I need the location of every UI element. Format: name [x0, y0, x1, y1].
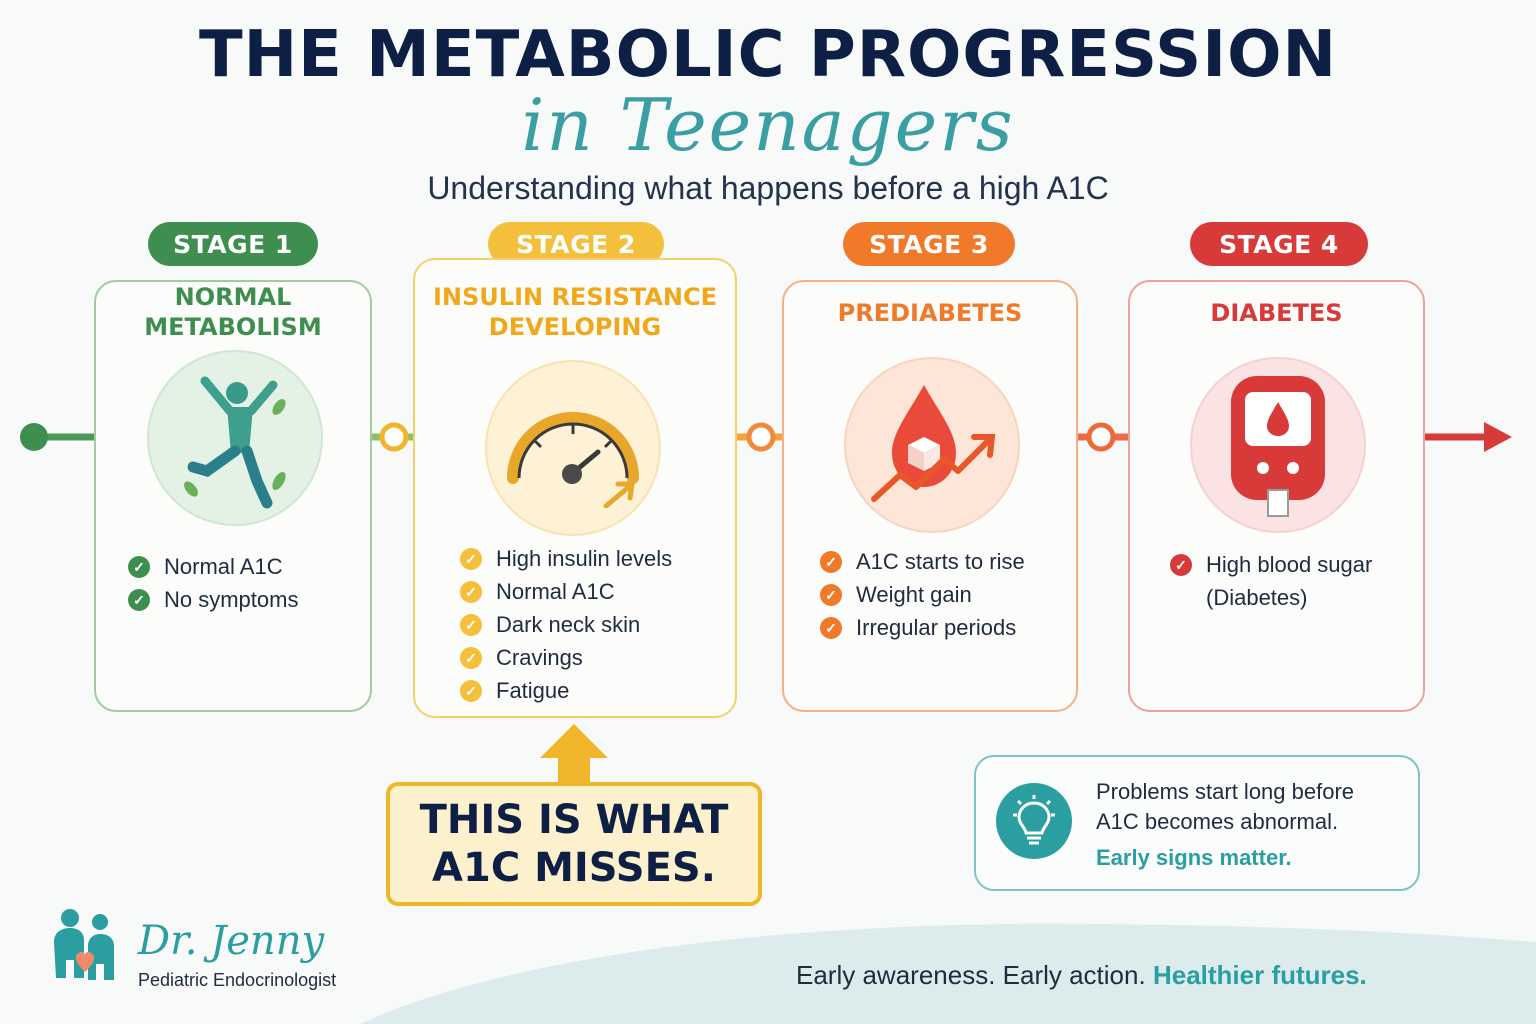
item-label: A1C starts to rise	[856, 548, 1025, 574]
stage-3-title: PREDIABETES	[837, 299, 1023, 327]
stage-1-list: ✓ Normal A1C ✓ No symptoms	[128, 550, 298, 616]
list-item: ✓ Irregular periods	[820, 611, 1025, 644]
stage-3-list: ✓ A1C starts to rise ✓ Weight gain ✓ Irregu…	[820, 545, 1025, 644]
up-arrow-icon	[540, 724, 608, 782]
list-item: ✓ Fatigue	[460, 674, 672, 707]
brand-tagline: Pediatric Endocrinologist	[138, 970, 337, 990]
check-icon: ✓	[128, 588, 150, 611]
family-icon	[54, 909, 114, 980]
check-icon: ✓	[820, 583, 842, 606]
check-icon: ✓	[820, 616, 842, 639]
info-emphasis: Early signs matter.	[1096, 845, 1292, 870]
stage-4-pill: STAGE 4	[1190, 222, 1368, 266]
info-box: Problems start long before A1C becomes a…	[974, 755, 1420, 891]
check-icon: ✓	[460, 646, 482, 669]
list-item: ✓ Cravings	[460, 641, 672, 674]
list-item: ✓ Dark neck skin	[460, 608, 672, 641]
list-item: ✓ Normal A1C	[128, 550, 298, 583]
script-title: in Teenagers	[521, 83, 1015, 167]
item-label: Fatigue	[496, 677, 570, 703]
check-icon: ✓	[1170, 553, 1192, 576]
a1c-misses-callout: THIS IS WHAT A1C MISSES.	[386, 782, 762, 906]
stage-1-icon-circle	[147, 350, 323, 526]
check-icon: ✓	[460, 679, 482, 702]
info-line2: A1C becomes abnormal.	[1096, 809, 1339, 834]
list-item: (Diabetes)	[1170, 581, 1372, 614]
stage-4-icon-circle	[1190, 357, 1366, 533]
check-icon: ✓	[128, 555, 150, 578]
timeline-arrow-icon	[1484, 422, 1512, 452]
item-label: Irregular periods	[856, 614, 1017, 640]
list-item: ✓ Weight gain	[820, 578, 1025, 611]
item-label: No symptoms	[164, 586, 299, 612]
stage-4-title: DIABETES	[1210, 299, 1343, 327]
list-item: ✓ A1C starts to rise	[820, 545, 1025, 578]
blood-drop-sugar-icon	[871, 385, 996, 502]
check-icon: ✓	[460, 547, 482, 570]
item-label: High insulin levels	[496, 545, 673, 571]
gauge-icon	[507, 412, 639, 508]
item-label: Cravings	[496, 644, 583, 670]
callout-line1: THIS IS WHAT	[419, 797, 729, 843]
item-label: High blood sugar	[1206, 551, 1373, 577]
stage-1-title: NORMAL METABOLISM	[94, 282, 372, 342]
page-subtitle: Understanding what happens before a high…	[427, 170, 1109, 206]
stage-4-list: ✓ High blood sugar (Diabetes)	[1170, 548, 1372, 614]
stage-2-icon-circle	[485, 360, 661, 536]
stage-3-pill: STAGE 3	[843, 222, 1015, 266]
callout-line2: A1C MISSES.	[432, 845, 716, 891]
item-label: Normal A1C	[164, 553, 283, 579]
footer-slogan: Early awareness. Early action. Healthier…	[796, 960, 1367, 991]
list-item: ✓ High blood sugar	[1170, 548, 1372, 581]
brand-name: Dr. Jenny	[138, 918, 325, 964]
item-label: (Diabetes)	[1206, 584, 1308, 610]
check-icon: ✓	[460, 613, 482, 636]
footer-part2: Healthier futures.	[1152, 960, 1367, 990]
item-label: Dark neck skin	[496, 611, 641, 637]
item-label: Weight gain	[856, 581, 972, 607]
check-icon: ✓	[820, 550, 842, 573]
stage-1-title-line1: NORMAL	[174, 283, 292, 311]
footer-part1: Early awareness. Early action.	[796, 960, 1146, 990]
list-item: ✓ Normal A1C	[460, 575, 672, 608]
item-label: Normal A1C	[496, 578, 615, 604]
stage-2-title-line2: DEVELOPING	[488, 313, 662, 341]
stage-2-list: ✓ High insulin levels ✓ Normal A1C ✓ Dark n…	[460, 542, 672, 707]
lightbulb-icon	[996, 783, 1072, 859]
timeline-marker-3	[746, 422, 776, 452]
running-person-icon	[184, 376, 286, 509]
check-icon: ✓	[460, 580, 482, 603]
timeline-start-dot	[20, 423, 48, 451]
list-item: ✓ High insulin levels	[460, 542, 672, 575]
list-item: ✓ No symptoms	[128, 583, 298, 616]
stage-2-title-line1: INSULIN RESISTANCE	[432, 283, 717, 311]
stage-1-title-line2: METABOLISM	[144, 313, 322, 341]
timeline-marker-2	[379, 422, 409, 452]
glucose-meter-icon	[1231, 376, 1325, 517]
stage-1-pill: STAGE 1	[148, 222, 318, 266]
footer-wave	[360, 923, 1536, 1024]
info-line1: Problems start long before	[1096, 779, 1355, 804]
page-title: THE METABOLIC PROGRESSION	[198, 18, 1338, 92]
timeline-marker-4	[1086, 422, 1116, 452]
stage-2-title: INSULIN RESISTANCE DEVELOPING	[413, 282, 737, 342]
stage-3-icon-circle	[844, 357, 1020, 533]
